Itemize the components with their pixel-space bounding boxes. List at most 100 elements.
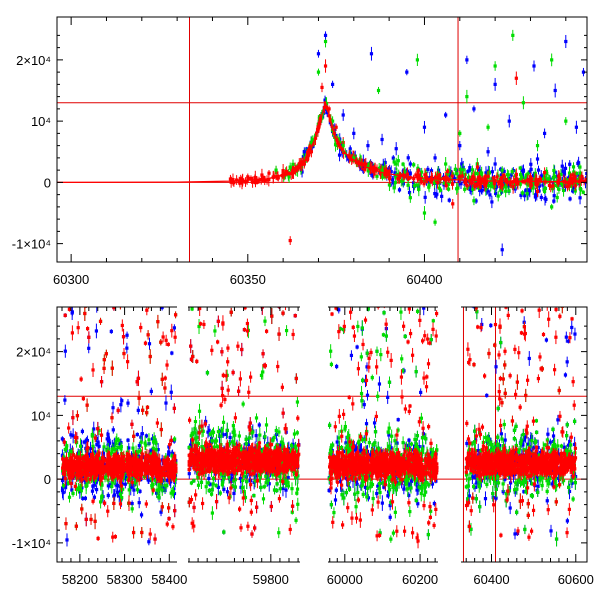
data-point bbox=[526, 172, 530, 176]
data-point bbox=[281, 486, 285, 491]
data-point bbox=[507, 119, 511, 123]
data-point bbox=[90, 293, 93, 296]
data-point bbox=[154, 448, 158, 452]
data-point bbox=[552, 199, 556, 203]
data-point bbox=[394, 162, 398, 166]
data-point bbox=[74, 487, 79, 491]
data-point bbox=[533, 193, 538, 197]
data-point bbox=[444, 162, 448, 166]
data-point bbox=[486, 189, 490, 193]
data-point bbox=[323, 33, 328, 37]
data-point bbox=[433, 191, 437, 196]
data-point bbox=[316, 70, 321, 74]
data-point bbox=[520, 175, 524, 179]
data-point bbox=[158, 487, 162, 491]
data-point bbox=[459, 182, 463, 186]
data-point bbox=[509, 180, 513, 184]
data-point bbox=[354, 480, 359, 484]
data-point bbox=[541, 177, 546, 181]
data-point bbox=[323, 64, 328, 68]
data-point bbox=[505, 180, 509, 184]
data-point bbox=[111, 406, 115, 410]
data-point bbox=[286, 475, 290, 480]
data-point bbox=[167, 445, 171, 449]
data-point bbox=[476, 448, 480, 453]
data-point bbox=[267, 482, 271, 486]
data-point bbox=[535, 179, 539, 183]
data-point bbox=[550, 205, 554, 209]
data-point bbox=[429, 175, 434, 180]
data-point bbox=[514, 172, 518, 177]
data-point bbox=[475, 172, 480, 176]
data-point bbox=[432, 181, 437, 185]
data-point bbox=[480, 177, 484, 181]
data-point bbox=[473, 183, 478, 188]
data-point bbox=[550, 58, 554, 62]
data-point bbox=[406, 156, 410, 160]
data-point bbox=[228, 177, 233, 181]
data-point bbox=[463, 177, 468, 181]
data-point bbox=[444, 176, 448, 180]
data-point bbox=[119, 447, 123, 451]
data-point bbox=[407, 438, 411, 442]
data-point bbox=[396, 159, 400, 163]
data-point bbox=[543, 131, 547, 135]
data-point bbox=[567, 489, 572, 494]
data-point bbox=[442, 181, 446, 185]
data-point bbox=[477, 176, 481, 180]
data-point bbox=[106, 493, 110, 498]
data-point bbox=[151, 446, 155, 450]
data-point bbox=[473, 171, 477, 175]
data-point bbox=[108, 483, 112, 487]
data-point bbox=[564, 119, 568, 123]
data-point bbox=[60, 437, 64, 441]
data-point bbox=[355, 345, 359, 349]
data-point bbox=[141, 455, 145, 459]
data-point bbox=[576, 177, 580, 182]
data-point bbox=[362, 403, 366, 407]
data-point bbox=[518, 166, 522, 170]
data-point bbox=[401, 173, 405, 177]
data-point bbox=[91, 444, 95, 448]
data-point bbox=[499, 173, 503, 177]
data-point bbox=[423, 173, 427, 177]
data-point bbox=[92, 427, 96, 431]
data-point bbox=[78, 485, 83, 490]
y-tick-label: -1×10⁴ bbox=[12, 237, 51, 252]
data-point bbox=[76, 488, 81, 492]
data-point bbox=[516, 180, 520, 184]
data-point bbox=[480, 189, 484, 193]
data-point bbox=[422, 125, 427, 129]
data-point bbox=[403, 170, 407, 174]
data-point bbox=[160, 488, 164, 492]
data-point bbox=[267, 177, 271, 182]
data-point bbox=[362, 162, 366, 166]
data-point bbox=[570, 181, 575, 185]
data-point bbox=[500, 248, 504, 252]
data-point bbox=[386, 494, 390, 498]
data-point bbox=[446, 182, 450, 187]
data-point bbox=[380, 175, 385, 179]
data-point bbox=[445, 169, 450, 173]
data-point bbox=[235, 178, 239, 182]
data-point bbox=[143, 441, 147, 445]
data-point bbox=[60, 489, 65, 493]
data-point bbox=[382, 485, 386, 489]
data-point bbox=[71, 434, 75, 438]
data-point bbox=[556, 418, 560, 422]
data-point bbox=[93, 450, 97, 454]
data-point bbox=[476, 186, 481, 190]
data-point bbox=[338, 479, 343, 484]
data-point bbox=[99, 500, 103, 504]
data-point bbox=[568, 162, 572, 166]
data-point bbox=[392, 186, 396, 190]
data-point bbox=[144, 443, 148, 447]
data-point bbox=[71, 491, 75, 496]
data-point bbox=[166, 453, 170, 457]
x-tick-label: 60400 bbox=[406, 272, 442, 287]
data-point bbox=[392, 160, 396, 164]
data-point bbox=[63, 398, 67, 402]
data-point bbox=[377, 166, 381, 170]
data-point bbox=[569, 183, 573, 188]
data-point bbox=[489, 323, 493, 328]
